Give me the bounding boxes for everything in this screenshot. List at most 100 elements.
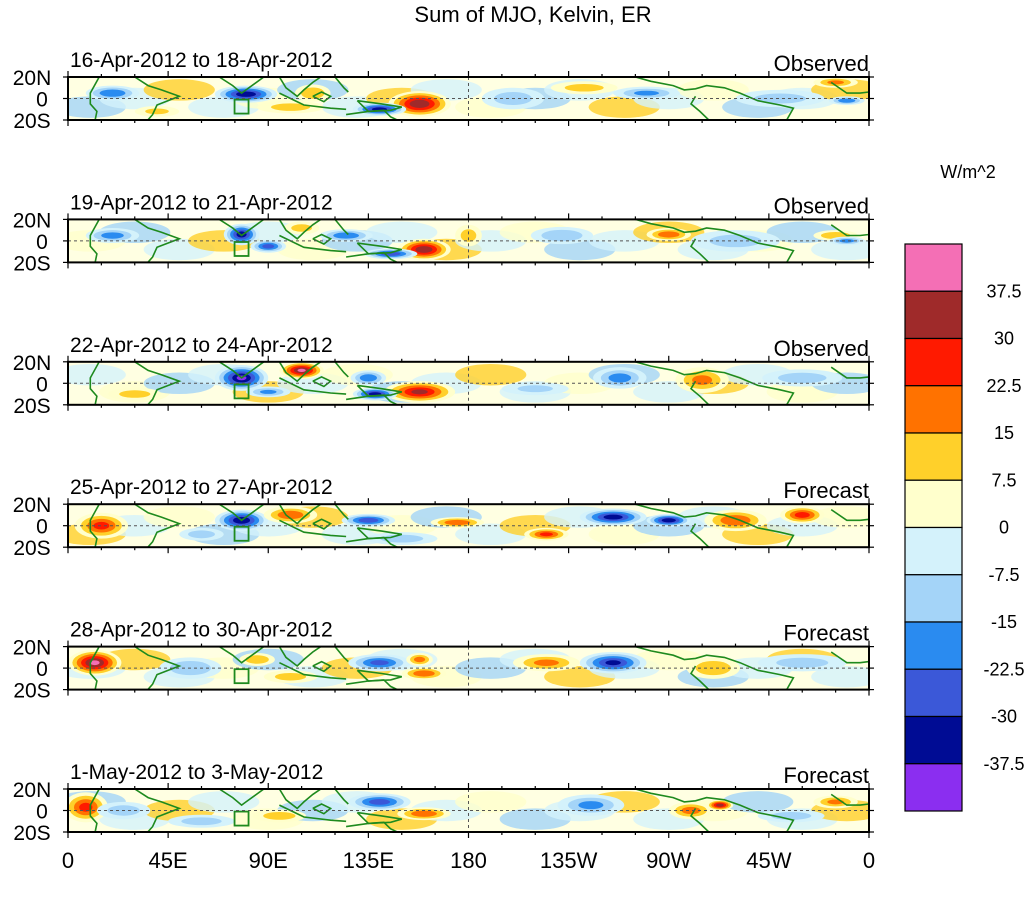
anomaly-contour [720, 515, 751, 526]
coastline [89, 219, 100, 263]
coastline [689, 665, 710, 690]
coastline [278, 789, 323, 810]
coastline [334, 646, 349, 663]
coastline [635, 77, 795, 120]
coastline [218, 504, 265, 522]
coastline [89, 77, 100, 120]
field-texture [188, 791, 260, 813]
anomaly-contour [839, 239, 855, 243]
coastline [134, 646, 182, 690]
longitude-axis: 0 45E 90E 135E 180 135W 90W 45W 0 [62, 848, 875, 873]
anomaly-contour [188, 530, 215, 539]
coastline [89, 361, 100, 405]
units-label: W/m^2 [940, 162, 995, 182]
anomaly-contour [603, 514, 623, 520]
colorbar-swatch [904, 290, 963, 340]
coastline [345, 251, 400, 263]
panel-date: 28-Apr-2012 to 30-Apr-2012 [70, 619, 333, 642]
coastlines [89, 361, 869, 405]
colorbar-swatch [904, 668, 963, 718]
field-texture [455, 791, 527, 813]
lat-tick-label: 0 [36, 89, 48, 112]
panel-date: 19-Apr-2012 to 21-Apr-2012 [70, 191, 333, 214]
colorbar-level-label: 7.5 [991, 470, 1016, 490]
coastline [334, 219, 349, 236]
coastline [312, 660, 333, 673]
coastline [312, 518, 333, 530]
colorbar-level-label: -22.5 [983, 659, 1024, 679]
field-texture [143, 506, 215, 528]
colorbar-level-label: 30 [994, 329, 1014, 349]
anomaly-contour [119, 390, 151, 398]
anomaly-contour [533, 659, 559, 666]
anomaly-contour [564, 83, 604, 92]
coastlines [89, 77, 869, 120]
anomaly-contour [539, 532, 553, 537]
coastline [830, 366, 869, 379]
anomaly-contour [236, 91, 256, 97]
colorbar-swatch [904, 715, 963, 765]
lat-tick-label: 0 [36, 801, 48, 824]
coastlines [89, 646, 869, 690]
lat-tick-label: 20N [13, 209, 52, 232]
anomaly-contour [578, 801, 604, 810]
anomaly-contour [89, 660, 100, 666]
marker-box [233, 525, 250, 542]
coastline [830, 81, 869, 94]
colorbar: W/m^2 37.5 30 22.5 15 7.5 0 -7.5 -15 -22.5 -30 -37… [904, 162, 1025, 812]
lat-tick-label: 0 [36, 658, 48, 681]
coastline [635, 219, 795, 263]
colorbar-level-label: 37.5 [986, 281, 1021, 301]
coastline [134, 789, 182, 832]
coastline [218, 219, 265, 237]
lon-tick-label: 0 [863, 848, 875, 873]
coastline [830, 793, 869, 806]
field-texture [455, 363, 527, 386]
lon-tick-label: 135E [343, 848, 394, 873]
coastline [356, 242, 403, 255]
coastline [134, 77, 182, 120]
chart-title: Sum of MJO, Kelvin, ER [414, 2, 651, 27]
lat-tick-label: 20N [13, 352, 52, 375]
anomaly-contour [681, 806, 701, 815]
coastline [218, 77, 265, 95]
anomaly-contour [716, 803, 724, 807]
lat-tick-label: 0 [36, 516, 48, 539]
coastline [356, 527, 403, 540]
anomaly-contour [99, 89, 126, 97]
panel-status-label: Observed [774, 51, 869, 76]
coastline [830, 508, 869, 522]
anomaly-contour [181, 817, 222, 826]
anomaly-contour [658, 231, 680, 238]
coastline [89, 504, 100, 548]
coastline [356, 669, 403, 682]
lat-tick-label: 20S [13, 822, 50, 845]
coastline [218, 789, 265, 807]
colorbar-swatch [904, 763, 963, 812]
coastline [278, 646, 323, 668]
anomaly-contour [370, 660, 389, 666]
coastline [635, 361, 795, 405]
coastline [345, 394, 400, 405]
lon-tick-label: 180 [450, 848, 487, 873]
anomaly-contour [695, 661, 731, 676]
anomaly-contour [301, 87, 325, 99]
colorbar-swatch [904, 526, 963, 576]
coastline [278, 361, 323, 383]
anomaly-contour [263, 811, 296, 820]
panel-status-label: Observed [774, 336, 869, 361]
coastline [312, 803, 333, 815]
coastline [279, 377, 347, 395]
panel-date: 25-Apr-2012 to 27-Apr-2012 [70, 476, 333, 499]
lat-tick-label: 20S [13, 680, 50, 703]
coastline [279, 804, 347, 823]
lon-tick-label: 45W [746, 848, 791, 873]
panel-status-label: Forecast [783, 621, 869, 646]
coastline [345, 536, 400, 548]
